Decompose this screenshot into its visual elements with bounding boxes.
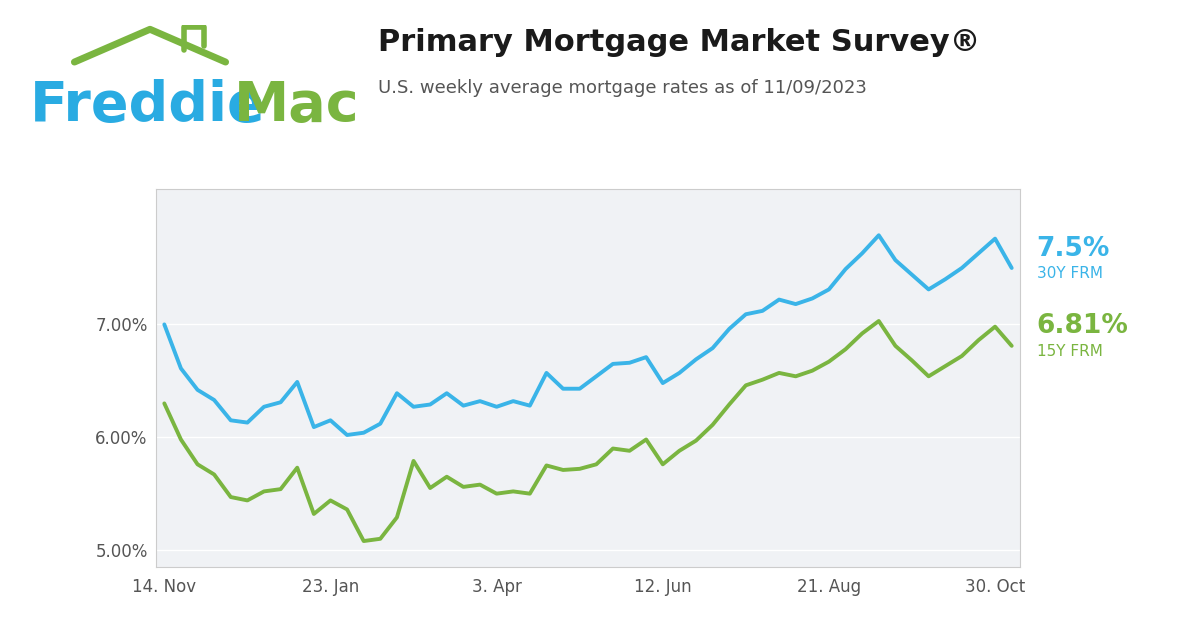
Text: 6.81%: 6.81%	[1037, 313, 1128, 340]
Text: U.S. weekly average mortgage rates as of 11/09/2023: U.S. weekly average mortgage rates as of…	[378, 79, 866, 97]
Text: 7.5%: 7.5%	[1037, 236, 1110, 261]
Text: Mac: Mac	[234, 79, 360, 133]
Text: Primary Mortgage Market Survey®: Primary Mortgage Market Survey®	[378, 28, 980, 57]
Text: Freddie: Freddie	[30, 79, 265, 133]
Text: 15Y FRM: 15Y FRM	[1037, 344, 1103, 359]
Text: 30Y FRM: 30Y FRM	[1037, 266, 1103, 281]
